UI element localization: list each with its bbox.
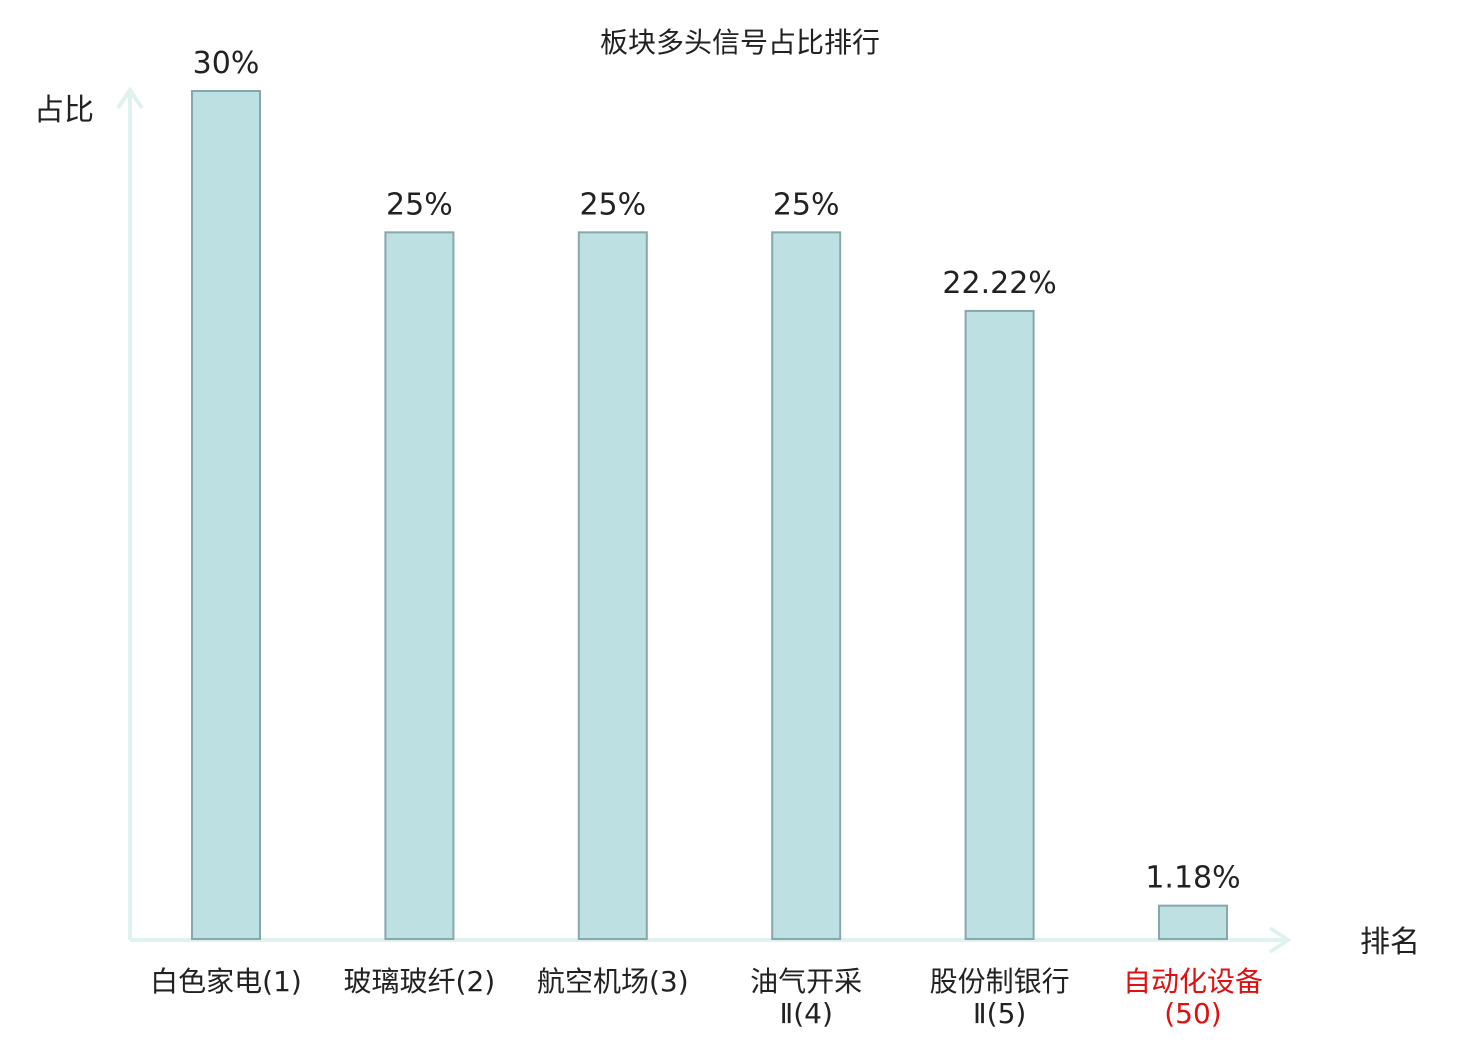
x-tick-label: 白色家电(1) bbox=[150, 965, 302, 998]
chart-title: 板块多头信号占比排行 bbox=[600, 26, 880, 59]
x-tick-label: 玻璃玻纤(2) bbox=[343, 965, 496, 998]
x-tick-label: 油气开采Ⅱ(4) bbox=[750, 965, 863, 1030]
bar bbox=[1158, 904, 1228, 940]
value-label: 25% bbox=[773, 187, 840, 222]
bar bbox=[771, 231, 842, 941]
value-label: 1.18% bbox=[1145, 861, 1240, 896]
axes bbox=[116, 86, 1292, 954]
y-axis-label: 占比 bbox=[34, 93, 94, 128]
bar bbox=[384, 231, 455, 941]
bar bbox=[191, 90, 261, 940]
x-axis-label: 排名 bbox=[1360, 925, 1420, 960]
bar bbox=[964, 309, 1035, 940]
x-tick-label: 自动化设备(50) bbox=[1122, 965, 1263, 1030]
x-tick-label: 股份制银行Ⅱ(5) bbox=[929, 965, 1070, 1030]
value-label: 25% bbox=[386, 187, 453, 222]
x-tick-label: 航空机场(3) bbox=[536, 965, 689, 998]
bar bbox=[577, 231, 648, 941]
value-label: 22.22% bbox=[942, 266, 1056, 301]
value-label: 25% bbox=[579, 187, 646, 222]
value-label: 30% bbox=[193, 46, 260, 81]
